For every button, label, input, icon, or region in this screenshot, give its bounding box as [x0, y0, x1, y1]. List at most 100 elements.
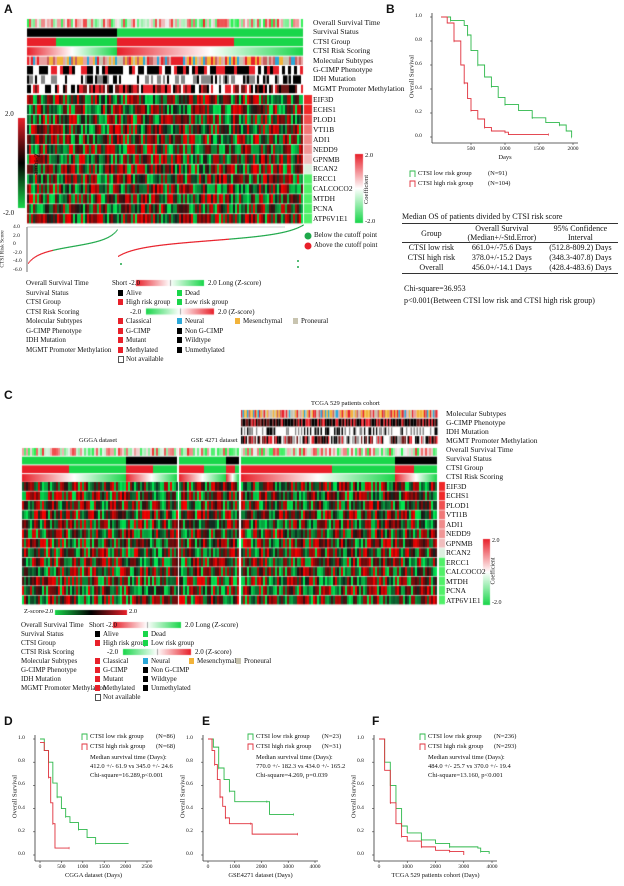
legend-row-label: CTSI Risk Scoring: [26, 307, 80, 316]
legend-item-label: Non G-CIMP: [185, 326, 224, 335]
risk-point: [238, 237, 240, 239]
risk-point: [126, 251, 128, 253]
risk-point: [302, 224, 303, 227]
risk-point: [178, 242, 180, 244]
risk-point: [291, 229, 293, 231]
zscore-max: 2.0: [5, 110, 14, 118]
legend-swatch-black: [143, 685, 148, 691]
risk-point: [56, 248, 58, 250]
risk-point: [153, 245, 155, 247]
risk-point: [265, 234, 267, 237]
gene-label: ECHS1: [313, 104, 336, 114]
risk-point: [179, 242, 181, 244]
risk-point: [217, 239, 219, 241]
risk-point: [125, 252, 127, 254]
risk-point: [247, 236, 249, 239]
risk-point: [165, 244, 167, 246]
risk-point: [214, 239, 215, 241]
x-axis-label: TCGA 529 patients cohort (Days): [391, 872, 480, 879]
survival-note: Median survival time (Days):: [256, 754, 333, 761]
risk-point: [231, 238, 233, 240]
risk-point: [297, 227, 299, 229]
risk-point: [146, 246, 147, 248]
legend-swatch-red: [118, 346, 123, 353]
risk-point: [279, 232, 281, 234]
legend-swatch-grey: [293, 318, 298, 324]
risk-point: [84, 243, 85, 245]
risk-point: [36, 255, 37, 257]
gene-label: RCAN2: [446, 548, 471, 558]
risk-point: [46, 251, 48, 253]
survival-note: Median survival time (Days):: [90, 754, 167, 761]
gene-label: PCNA: [313, 204, 334, 214]
risk-point: [233, 238, 235, 240]
risk-point: [242, 237, 243, 239]
risk-point: [100, 239, 101, 242]
risk-point: [156, 245, 158, 247]
gene-label: GPNMB: [313, 154, 340, 164]
x-axis-label: GSE4271 dataset (Days): [228, 872, 293, 879]
risk-point: [218, 239, 220, 241]
risk-point: [232, 238, 234, 240]
legend-swatch-black: [143, 676, 148, 682]
risk-point: [266, 234, 268, 236]
risk-point: [122, 253, 124, 255]
risk-point: [31, 259, 33, 261]
risk-point: [266, 234, 267, 236]
legend-scale-right: 2.0 (Z-score): [218, 307, 255, 316]
risk-point: [262, 235, 263, 237]
y-axis-label: Overall Survival: [179, 774, 187, 819]
legend-item-label: G-CIMP: [103, 666, 128, 674]
risk-point: [152, 245, 154, 247]
risk-point: [263, 235, 265, 237]
risk-point: [39, 254, 41, 256]
risk-point: [199, 240, 201, 243]
risk-point: [292, 229, 294, 231]
legend-row-label: MGMT Promoter Methylation: [21, 684, 107, 692]
risk-point: [109, 235, 111, 237]
risk-point: [255, 235, 257, 238]
legend-series-n: (N=104): [488, 180, 511, 187]
gene-label: PLOD1: [313, 114, 337, 124]
gene-label: ERCC1: [446, 557, 470, 567]
annotation-label: MGMT Promoter Methylation: [446, 436, 538, 445]
risk-point: [64, 247, 65, 249]
risk-axis-tick: 0: [13, 241, 16, 248]
gene-label: VTI1B: [313, 124, 335, 134]
risk-point: [90, 242, 92, 244]
risk-point: [59, 248, 61, 250]
legend-item-label: Proneural: [301, 317, 329, 325]
legend-item-label: Dead: [185, 288, 200, 297]
x-tick-label: 4000: [486, 864, 498, 870]
y-axis-label: Overall Survival: [408, 54, 416, 99]
annotation-label: MGMT Promoter Methylation: [313, 83, 405, 93]
survival-note: Chi-square=13.160, p<0.001: [428, 772, 503, 779]
risk-point: [214, 239, 216, 241]
risk-point: [207, 240, 209, 242]
risk-point: [65, 247, 67, 249]
risk-point: [274, 233, 276, 235]
legend-scale-left: Short -2.0: [112, 279, 140, 287]
y-tick-label: 1.0: [18, 735, 25, 741]
x-tick-label: 0: [38, 864, 42, 870]
legend-swatch-red: [95, 640, 100, 646]
risk-point: [29, 260, 31, 262]
table-row: CTSI high risk 378.0+/-15.2 Days (348.3-40…: [402, 253, 618, 263]
gene-label: ERCC1: [313, 174, 337, 184]
risk-point: [64, 247, 66, 249]
risk-point: [190, 241, 191, 243]
risk-point: [146, 246, 148, 248]
risk-point: [140, 247, 142, 250]
risk-point: [111, 234, 113, 236]
risk-point: [52, 249, 54, 251]
table-title: Median OS of patients divided by CTSI ri…: [402, 212, 563, 221]
risk-point: [98, 240, 100, 242]
risk-point: [141, 247, 143, 249]
risk-point: [174, 243, 175, 245]
legend-item-label: Classical: [103, 657, 129, 665]
risk-point: [168, 243, 170, 245]
cell: Overall: [402, 263, 461, 274]
risk-point: [269, 234, 271, 236]
legend-swatch-black: [143, 667, 148, 673]
risk-point: [174, 243, 176, 245]
